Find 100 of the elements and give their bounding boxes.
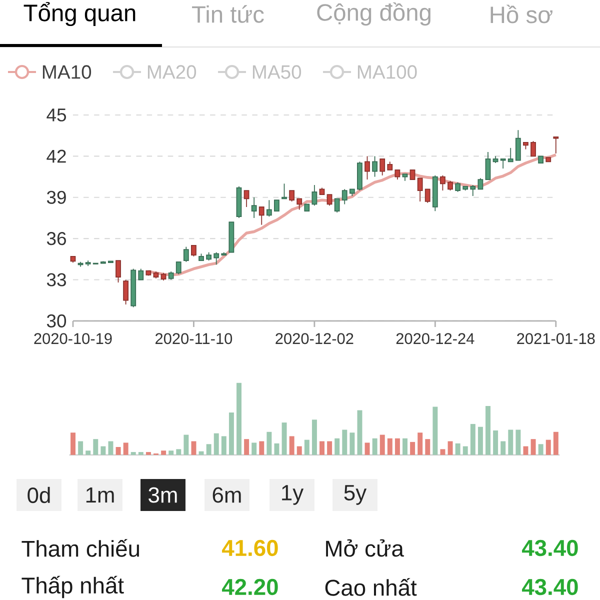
candlestick (153, 271, 159, 279)
bar (100, 446, 106, 455)
bar (78, 441, 84, 455)
x-tick-label: 2020-10-19 (34, 333, 112, 344)
bar (418, 432, 423, 455)
bar (123, 442, 128, 455)
bar (320, 441, 324, 455)
bar (221, 436, 226, 455)
bar (327, 441, 332, 455)
text: MA100 (358, 65, 417, 79)
x-tick-label: 2021-01-18 (517, 333, 595, 344)
text: 1y (282, 485, 304, 505)
text: 6m (212, 487, 241, 503)
bar (394, 438, 400, 455)
text: MA20 (148, 65, 196, 79)
bar (493, 430, 498, 455)
bar (259, 441, 264, 455)
bar (432, 406, 438, 455)
bar (228, 412, 234, 455)
bar (274, 443, 280, 455)
text: 41.60 (222, 540, 278, 556)
bar (70, 432, 76, 455)
candlestick (432, 174, 438, 212)
bar (455, 443, 460, 455)
bar (138, 452, 144, 455)
text: MA50 (252, 65, 302, 79)
bar (546, 440, 551, 455)
candlestick (236, 186, 242, 218)
bar (553, 432, 558, 455)
bar (191, 441, 196, 455)
bar (508, 430, 514, 455)
bar (380, 434, 385, 455)
candlestick (342, 188, 348, 205)
bar (130, 452, 136, 455)
y-tick-label: 33 (46, 273, 66, 286)
candlestick (183, 246, 189, 262)
bar (146, 452, 151, 455)
text: Cộng đồng (317, 2, 430, 26)
bar (523, 446, 528, 455)
bar (440, 449, 446, 455)
text: 43.40 (522, 578, 578, 596)
bar (425, 439, 430, 455)
candlestick (85, 260, 91, 266)
bar (252, 442, 257, 455)
candlestick (251, 196, 257, 218)
candlestick (266, 200, 272, 218)
text: Cao nhất (325, 578, 417, 596)
y-tick-label: 42 (46, 150, 66, 163)
bar (304, 440, 310, 455)
bar (387, 438, 392, 455)
bar (161, 450, 166, 455)
candlestick (168, 271, 174, 280)
bar (402, 438, 408, 455)
text: Tham chiếu (22, 539, 139, 557)
bar (410, 442, 416, 455)
bar (176, 449, 182, 455)
bar (266, 432, 272, 455)
bar (236, 382, 242, 455)
bar (86, 450, 91, 455)
text: 0d (28, 486, 50, 504)
bar (448, 441, 453, 455)
text: 43.40 (522, 540, 578, 556)
bar (108, 441, 114, 455)
bar (364, 442, 370, 455)
x-tick-label: 2020-11-10 (156, 333, 232, 344)
text: 1m (86, 487, 114, 503)
bar (198, 451, 204, 455)
bar (500, 441, 506, 455)
bar (538, 444, 544, 455)
text: 3m (148, 487, 177, 503)
candlestick (470, 184, 476, 196)
bar (184, 434, 189, 455)
bar (214, 433, 219, 455)
bar (206, 444, 212, 455)
bar (296, 446, 302, 455)
bar (342, 430, 348, 455)
bar (350, 432, 355, 455)
x-tick-label: 2020-12-02 (276, 333, 354, 344)
bar (312, 420, 317, 455)
bar (486, 406, 490, 455)
text: 42.20 (222, 578, 278, 596)
bar (334, 438, 340, 455)
bar (168, 450, 174, 455)
y-tick-label: 39 (46, 190, 66, 204)
y-tick-label: 30 (46, 314, 66, 328)
y-tick-label: 45 (46, 108, 66, 122)
bar (357, 410, 362, 455)
bar (372, 438, 378, 455)
text: 5y (344, 485, 367, 505)
y-tick-label: 36 (46, 232, 66, 246)
x-tick-label: 2020-12-24 (396, 333, 474, 344)
bar (478, 426, 483, 455)
text: Hồ sơ (490, 4, 552, 24)
bar (530, 439, 536, 455)
text: Thấp nhất (22, 576, 124, 598)
candlestick (312, 184, 318, 206)
bar (116, 447, 121, 455)
legend-label: MA10 (42, 65, 92, 79)
bar (282, 422, 287, 455)
bar (289, 436, 294, 455)
